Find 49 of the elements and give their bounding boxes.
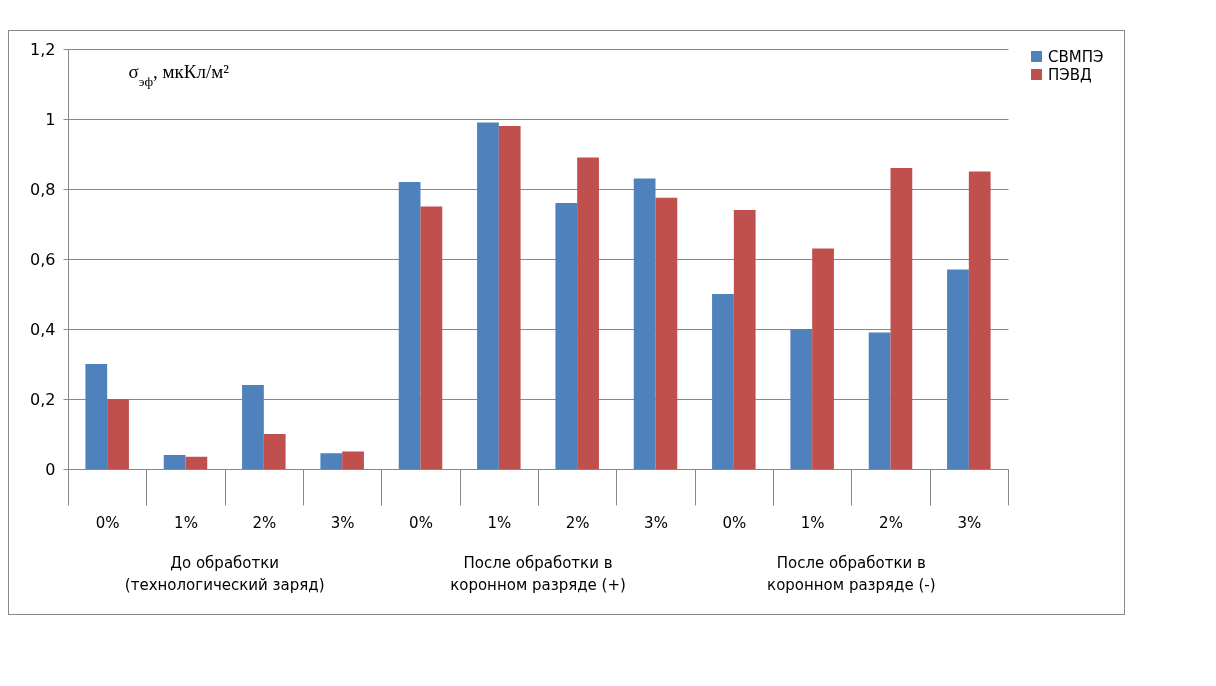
x-tick-label: 2%: [565, 513, 590, 532]
legend-label: ПЭВД: [1048, 65, 1092, 84]
x-tick-label: 0%: [95, 513, 120, 532]
x-tick-label: 3%: [644, 513, 668, 532]
y-tick-label: 1: [45, 109, 56, 129]
bar: [420, 206, 443, 469]
y-tick-label: 0,8: [30, 179, 56, 199]
bar: [633, 178, 656, 469]
text: После обработки в коронном разряде (+): [450, 554, 626, 594]
bar: [242, 385, 264, 469]
bar: [947, 269, 969, 469]
bar: [107, 399, 129, 469]
bar: [733, 210, 756, 469]
y-tick-label: 0,2: [30, 389, 56, 409]
x-tick-label: 3%: [330, 513, 355, 532]
bar: [85, 364, 108, 469]
x-tick-label: 1%: [174, 513, 198, 532]
bar: [342, 451, 364, 469]
bar: [812, 248, 834, 469]
bar: [263, 434, 286, 469]
legend-label: СВМПЭ: [1048, 47, 1104, 66]
x-tick-label: 3%: [957, 513, 982, 532]
bar: [868, 332, 891, 469]
text: До обработки (технологический заряд): [124, 554, 325, 594]
y-tick-label: 0,6: [30, 249, 56, 269]
bar: [790, 329, 813, 469]
y-axis-title: σ$_{эф}$, мкКл/м²: [128, 60, 230, 88]
bar: [163, 455, 186, 469]
x-tick-label: 1%: [800, 513, 825, 532]
x-tick-label: 0%: [722, 513, 747, 532]
x-tick-label: 1%: [487, 513, 512, 532]
text: После обработки в коронном разряде (-): [767, 554, 936, 594]
x-tick-label: 2%: [252, 513, 277, 532]
bar: [712, 294, 734, 469]
bar: [577, 157, 599, 469]
bar: [320, 453, 343, 469]
y-tick-label: 0: [45, 459, 56, 479]
y-tick-label: 0,4: [30, 319, 56, 339]
x-tick-label: 0%: [409, 513, 433, 532]
y-tick-label: 1,2: [30, 39, 56, 59]
bar: [398, 182, 421, 469]
bar: [477, 122, 499, 469]
bar: [185, 456, 208, 469]
bar: [555, 203, 578, 469]
bar: [968, 171, 991, 469]
bar: [655, 197, 678, 469]
bar: [890, 168, 913, 469]
bar: [498, 126, 521, 469]
x-tick-label: 2%: [879, 513, 903, 532]
